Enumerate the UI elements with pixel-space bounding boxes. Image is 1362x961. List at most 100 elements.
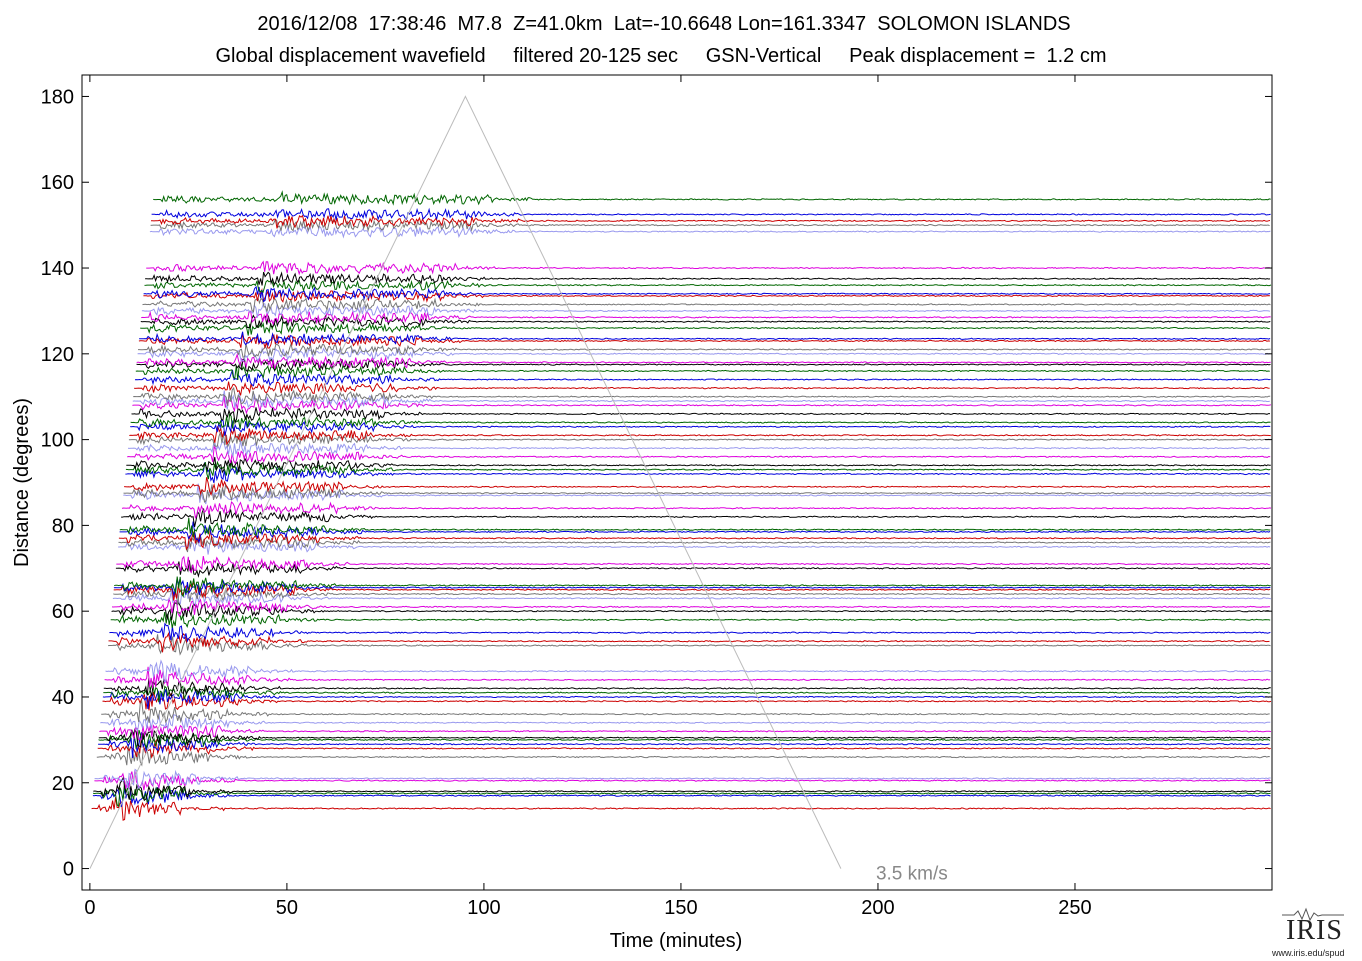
seismogram-trace xyxy=(134,369,1271,387)
seismogram-trace xyxy=(108,634,1271,656)
y-tick-label: 100 xyxy=(41,430,74,452)
seismogram-trace xyxy=(113,577,1271,597)
seismogram-trace xyxy=(143,288,1270,303)
seismogram-trace xyxy=(141,303,1270,318)
seismogram-trace xyxy=(140,321,1270,336)
seismogram-trace xyxy=(129,425,1271,446)
seismogram-trace xyxy=(118,536,1271,555)
seismogram-trace xyxy=(98,730,1271,750)
seismogram-trace xyxy=(127,445,1271,465)
seismogram-trace xyxy=(108,632,1270,653)
y-tick-label: 180 xyxy=(41,86,74,108)
seismogram-trace xyxy=(149,225,1271,239)
seismogram-trace xyxy=(97,738,1271,759)
seismogram-trace xyxy=(102,688,1271,709)
seismogram-logo-icon xyxy=(1282,907,1344,921)
seismogram-trace xyxy=(134,381,1270,396)
seismogram-trace xyxy=(96,744,1270,767)
x-axis-ticks: 0 50 100 150 200 250 xyxy=(84,75,1092,919)
y-tick-label: 120 xyxy=(41,344,74,366)
seismogram-trace xyxy=(121,501,1272,519)
seismogram-trace xyxy=(103,681,1271,703)
seismogram-trace xyxy=(138,333,1270,349)
logo-url: www.iris.edu/spud xyxy=(1272,948,1345,958)
seismogram-trace xyxy=(119,521,1271,544)
x-tick-label: 50 xyxy=(276,897,298,919)
seismogram-trace xyxy=(140,314,1271,329)
seismogram-trace xyxy=(142,297,1271,313)
seismogram-trace xyxy=(100,713,1271,731)
seismogram-trace xyxy=(105,659,1272,684)
seismogram-trace xyxy=(118,532,1271,553)
seismogram-trace xyxy=(118,530,1271,551)
y-tick-label: 160 xyxy=(41,172,74,194)
seismogram-trace xyxy=(110,611,1271,629)
chart-title: 2016/12/08 17:38:46 M7.8 Z=41.0km Lat=-1… xyxy=(257,13,1071,35)
x-tick-label: 150 xyxy=(664,897,697,919)
seismogram-trace xyxy=(138,341,1271,358)
seismogram-trace xyxy=(101,699,1270,724)
seismogram-trace xyxy=(111,597,1270,618)
seismogram-trace xyxy=(133,386,1271,406)
seismogram-trace xyxy=(109,622,1271,643)
seismogram-trace xyxy=(124,477,1271,496)
seismogram-trace xyxy=(113,580,1271,601)
seismogram-trace xyxy=(153,190,1271,206)
seismogram-trace xyxy=(143,285,1271,303)
seismogram-trace xyxy=(132,395,1271,415)
seismogram-trace xyxy=(123,483,1272,503)
seismogram-trace xyxy=(141,310,1271,326)
seismogram-trace xyxy=(123,483,1271,505)
seismogram-trace xyxy=(102,691,1272,711)
seismogram-trace xyxy=(130,419,1271,436)
seismogram-trace xyxy=(113,584,1270,606)
y-axis-ticks: 0 20 40 60 80 100 120 140 160 180 xyxy=(41,86,1272,881)
reference-line-label: 3.5 km/s xyxy=(876,863,948,884)
seismogram-trace xyxy=(144,277,1272,294)
seismogram-trace xyxy=(119,517,1271,538)
seismogram-trace xyxy=(99,724,1271,741)
seismogram-trace xyxy=(130,413,1271,430)
x-tick-label: 250 xyxy=(1058,897,1091,919)
y-tick-label: 140 xyxy=(41,258,74,280)
logo-wordmark: IRIS xyxy=(1286,915,1343,946)
y-tick-label: 0 xyxy=(63,859,74,881)
seismogram-traces xyxy=(91,190,1272,821)
x-tick-label: 200 xyxy=(861,897,894,919)
y-tick-label: 40 xyxy=(52,687,74,709)
seismogram-trace xyxy=(131,407,1270,425)
seismogram-trace xyxy=(92,782,1271,807)
y-tick-label: 60 xyxy=(52,601,74,623)
seismogram-trace xyxy=(111,600,1270,621)
seismogram-trace xyxy=(136,352,1271,369)
x-axis-label: Time (minutes) xyxy=(610,930,743,952)
seismogram-trace xyxy=(98,728,1271,748)
seismogram-trace xyxy=(104,666,1271,689)
iris-logo: IRIS www.iris.edu/spud xyxy=(1262,907,1362,961)
seismogram-trace xyxy=(145,271,1271,286)
y-tick-label: 20 xyxy=(52,773,74,795)
seismogram-trace xyxy=(121,508,1271,528)
seismogram-trace xyxy=(93,781,1271,808)
seismogram-trace xyxy=(126,456,1271,474)
seismogram-trace xyxy=(98,732,1270,759)
seismogram-trace xyxy=(114,576,1271,598)
x-tick-label: 0 xyxy=(84,897,95,919)
seismogram-trace xyxy=(94,768,1271,790)
seismogram-trace xyxy=(150,219,1270,233)
reference-velocity-line xyxy=(89,95,842,869)
seismogram-trace xyxy=(125,460,1271,480)
chart-subtitle: Global displacement wavefield filtered 2… xyxy=(215,45,1107,67)
seismogram-trace xyxy=(150,214,1271,229)
seismogram-trace xyxy=(136,357,1271,373)
seismogram-trace xyxy=(139,331,1271,347)
seismogram-trace xyxy=(94,769,1271,791)
seismogram-trace xyxy=(103,677,1271,698)
x-tick-label: 100 xyxy=(467,897,500,919)
y-tick-label: 80 xyxy=(52,515,74,537)
seismogram-trace xyxy=(127,440,1270,457)
seismogram-trace xyxy=(132,390,1270,410)
seismogram-trace xyxy=(112,588,1271,605)
seismogram-trace xyxy=(125,462,1270,484)
